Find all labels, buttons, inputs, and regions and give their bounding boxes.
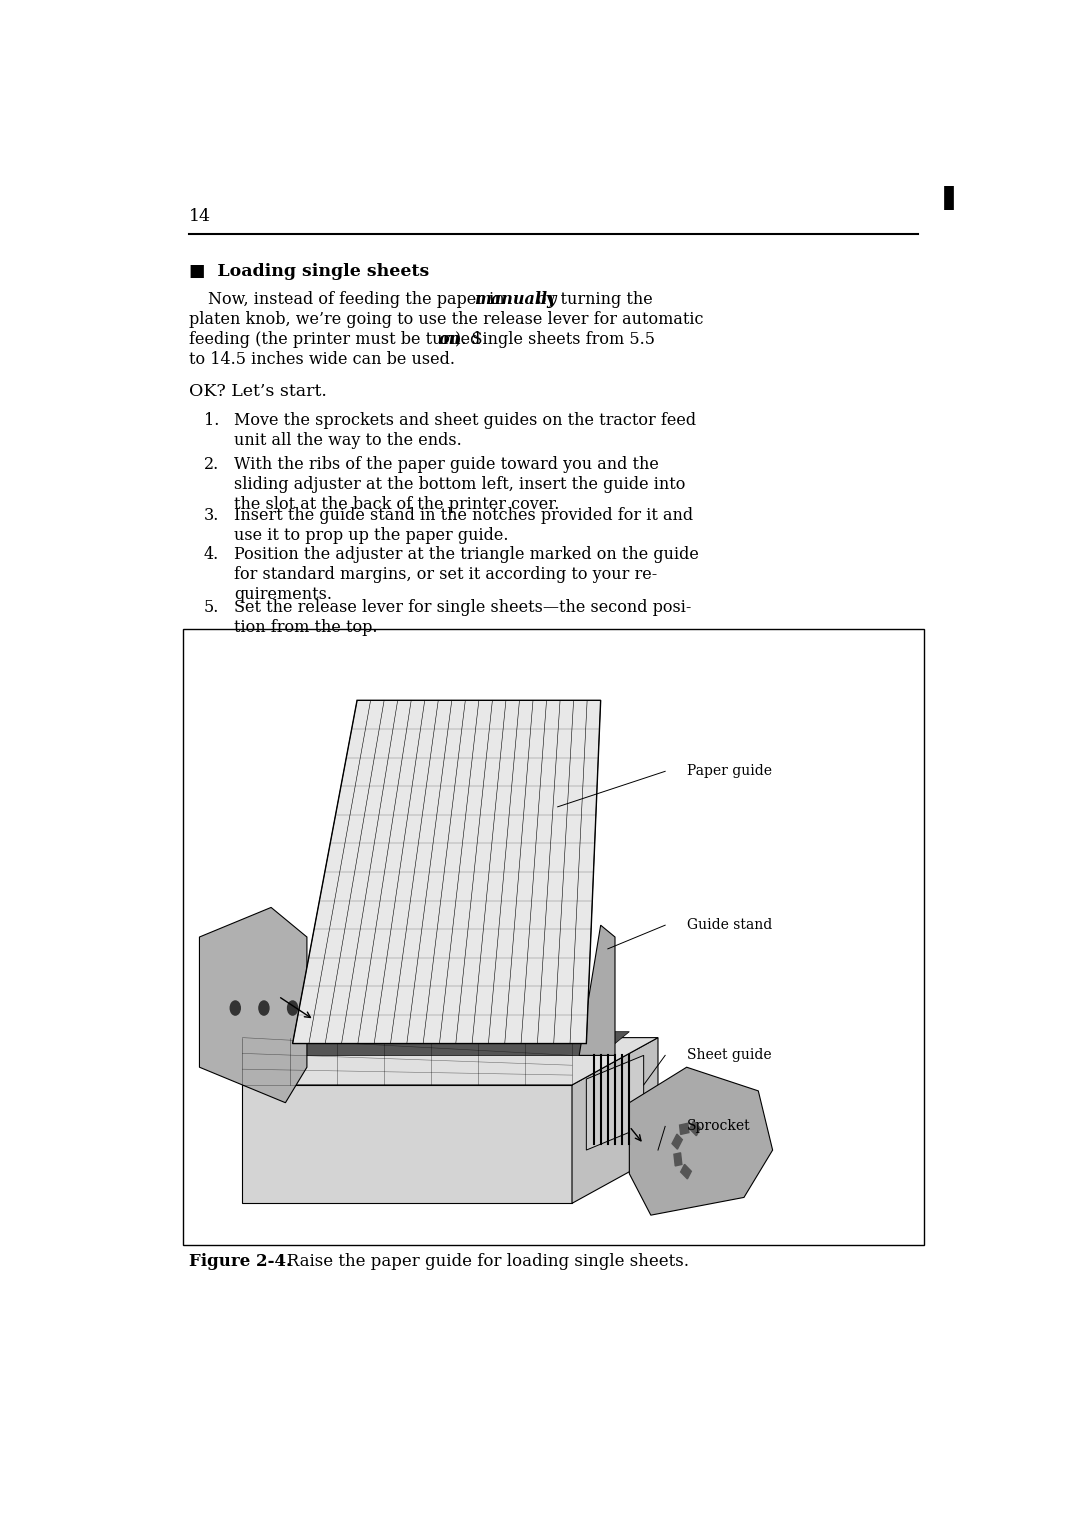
Text: quirements.: quirements.: [233, 586, 332, 603]
Polygon shape: [630, 1067, 772, 1216]
Circle shape: [230, 1001, 240, 1015]
Text: 2.: 2.: [204, 456, 219, 473]
Text: Now, instead of feeding the paper in: Now, instead of feeding the paper in: [207, 291, 510, 308]
Text: feeding (the printer must be turned: feeding (the printer must be turned: [189, 331, 486, 348]
Text: With the ribs of the paper guide toward you and the: With the ribs of the paper guide toward …: [233, 456, 659, 473]
Bar: [672, 1134, 683, 1150]
Text: 3.: 3.: [204, 507, 219, 524]
Text: ). Single sheets from 5.5: ). Single sheets from 5.5: [455, 331, 654, 348]
Text: use it to prop up the paper guide.: use it to prop up the paper guide.: [233, 527, 509, 544]
Text: Figure 2-4.: Figure 2-4.: [189, 1252, 293, 1269]
Circle shape: [259, 1001, 269, 1015]
FancyBboxPatch shape: [183, 629, 924, 1245]
Text: platen knob, we’re going to use the release lever for automatic: platen knob, we’re going to use the rele…: [189, 311, 704, 328]
Polygon shape: [242, 1038, 658, 1085]
Bar: [674, 1153, 681, 1167]
Text: for standard margins, or set it according to your re-: for standard margins, or set it accordin…: [233, 565, 657, 583]
Text: Raise the paper guide for loading single sheets.: Raise the paper guide for loading single…: [271, 1252, 689, 1269]
Text: Sheet guide: Sheet guide: [687, 1049, 771, 1063]
Text: the slot at the back of the printer cover.: the slot at the back of the printer cove…: [233, 496, 559, 513]
Text: 4.: 4.: [204, 545, 219, 562]
Text: by turning the: by turning the: [531, 291, 652, 308]
Polygon shape: [285, 1032, 630, 1055]
Text: unit all the way to the ends.: unit all the way to the ends.: [233, 432, 461, 450]
Polygon shape: [579, 925, 615, 1055]
Text: Paper guide: Paper guide: [687, 764, 771, 778]
Polygon shape: [572, 1038, 658, 1203]
Text: ■  Loading single sheets: ■ Loading single sheets: [189, 263, 430, 280]
Text: sliding adjuster at the bottom left, insert the guide into: sliding adjuster at the bottom left, ins…: [233, 476, 685, 493]
Polygon shape: [200, 908, 307, 1102]
Polygon shape: [293, 700, 600, 1044]
Text: Sprocket: Sprocket: [687, 1119, 751, 1133]
Text: OK? Let’s start.: OK? Let’s start.: [189, 383, 327, 400]
Text: tion from the top.: tion from the top.: [233, 619, 377, 635]
Bar: [680, 1165, 691, 1179]
Text: manually: manually: [474, 291, 556, 308]
Polygon shape: [242, 1085, 572, 1203]
Text: 1.: 1.: [204, 412, 219, 429]
Bar: [679, 1124, 689, 1134]
Polygon shape: [586, 1055, 644, 1150]
Text: 5.: 5.: [204, 599, 219, 615]
Text: Insert the guide stand in the notches provided for it and: Insert the guide stand in the notches pr…: [233, 507, 693, 524]
Text: 14: 14: [189, 208, 212, 225]
Text: Set the release lever for single sheets—the second posi-: Set the release lever for single sheets—…: [233, 599, 691, 615]
Text: Move the sprockets and sheet guides on the tractor feed: Move the sprockets and sheet guides on t…: [233, 412, 696, 429]
Text: on: on: [438, 331, 461, 348]
Text: Guide stand: Guide stand: [687, 919, 772, 932]
Bar: [690, 1121, 700, 1136]
Circle shape: [287, 1001, 298, 1015]
Text: to 14.5 inches wide can be used.: to 14.5 inches wide can be used.: [189, 351, 456, 367]
Text: Position the adjuster at the triangle marked on the guide: Position the adjuster at the triangle ma…: [233, 545, 699, 562]
